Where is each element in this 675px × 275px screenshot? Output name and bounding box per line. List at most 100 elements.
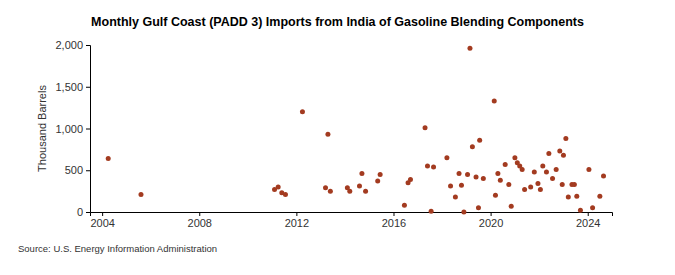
scatter-point xyxy=(429,209,434,214)
y-axis: 0 500 1,000 1,500 2,000 xyxy=(55,39,90,218)
scatter-point xyxy=(554,167,559,172)
scatter-point xyxy=(363,189,368,194)
scatter-point xyxy=(453,194,458,199)
x-tick: 2024 xyxy=(576,212,600,229)
chart-container: 2004 2008 2012 2016 2020 2024 0 500 1,000 1,500 2,… xyxy=(0,0,675,275)
y-tick: 0 xyxy=(77,206,90,218)
x-tick-mark xyxy=(491,212,492,216)
y-tick-mark xyxy=(86,87,90,88)
scatter-point xyxy=(423,125,428,130)
scatter-point xyxy=(540,164,545,169)
y-tick-label: 2,000 xyxy=(55,39,83,51)
plot-area xyxy=(106,46,606,215)
x-axis: 2004 2008 2012 2016 2020 2024 xyxy=(90,212,612,229)
scatter-point xyxy=(560,182,565,187)
source-note: Source: U.S. Energy Information Administ… xyxy=(18,243,217,254)
scatter-point xyxy=(498,178,503,183)
x-tick-mark xyxy=(393,212,394,216)
scatter-point xyxy=(328,189,333,194)
scatter-point xyxy=(557,149,562,154)
scatter-point xyxy=(470,144,475,149)
y-tick-mark xyxy=(86,45,90,46)
scatter-point xyxy=(535,181,540,186)
scatter-point xyxy=(375,179,380,184)
scatter-point xyxy=(138,192,143,197)
y-tick-label: 1,500 xyxy=(55,81,83,93)
scatter-point xyxy=(378,172,383,177)
scatter-point xyxy=(495,171,500,176)
x-axis-line xyxy=(91,213,613,217)
x-tick-label: 2024 xyxy=(576,217,600,229)
scatter-point xyxy=(520,167,525,172)
x-tick-label: 2020 xyxy=(479,217,503,229)
scatter-point xyxy=(506,182,511,187)
scatter-point xyxy=(546,151,551,156)
scatter-point xyxy=(457,171,462,176)
scatter-point xyxy=(509,204,514,209)
scatter-point xyxy=(106,156,111,161)
x-tick-label: 2008 xyxy=(188,217,212,229)
y-tick-mark xyxy=(86,170,90,171)
x-tick-label: 2004 xyxy=(90,217,114,229)
scatter-point xyxy=(550,176,555,181)
scatter-point xyxy=(590,205,595,210)
x-tick: 2020 xyxy=(479,212,503,229)
scatter-point xyxy=(402,203,407,208)
scatter-point xyxy=(574,194,579,199)
scatter-point xyxy=(300,109,305,114)
scatter-point xyxy=(492,98,497,103)
y-tick: 2,000 xyxy=(55,39,90,51)
x-tick-label: 2012 xyxy=(285,217,309,229)
scatter-point xyxy=(586,167,591,172)
y-tick-label: 500 xyxy=(65,164,83,176)
scatter-point xyxy=(561,153,566,158)
x-tick-mark xyxy=(102,212,103,216)
scatter-point xyxy=(476,205,481,210)
scatter-point xyxy=(544,169,549,174)
x-tick-label: 2016 xyxy=(382,217,406,229)
scatter-point xyxy=(493,193,498,198)
scatter-point xyxy=(444,155,449,160)
scatter-point xyxy=(461,210,466,215)
scatter-point xyxy=(431,164,436,169)
y-tick-mark xyxy=(86,212,90,213)
scatter-point xyxy=(408,177,413,182)
scatter-point xyxy=(425,164,430,169)
series xyxy=(106,46,606,215)
scatter-point xyxy=(347,189,352,194)
scatter-point xyxy=(578,208,583,213)
y-tick: 500 xyxy=(65,164,90,176)
scatter-point xyxy=(357,184,362,189)
scatter-point xyxy=(528,184,533,189)
y-axis-title: Thousand Barrels xyxy=(36,85,48,172)
x-tick: 2008 xyxy=(188,212,212,229)
x-tick: 2016 xyxy=(382,212,406,229)
scatter-point xyxy=(522,187,527,192)
scatter-point xyxy=(325,132,330,137)
x-tick-mark xyxy=(199,212,200,216)
x-tick-mark xyxy=(588,212,589,216)
scatter-point xyxy=(448,184,453,189)
scatter-point xyxy=(532,169,537,174)
scatter-point xyxy=(474,174,479,179)
scatter-point xyxy=(538,187,543,192)
scatter-point xyxy=(283,192,288,197)
scatter-point xyxy=(276,184,281,189)
scatter-point xyxy=(601,174,606,179)
scatter-point xyxy=(597,194,602,199)
y-tick: 1,000 xyxy=(55,123,90,135)
x-tick: 2012 xyxy=(285,212,309,229)
scatter-point xyxy=(359,171,364,176)
scatter-point xyxy=(477,138,482,143)
scatter-point xyxy=(563,136,568,141)
scatter-point xyxy=(512,155,517,160)
x-tick-mark xyxy=(296,212,297,216)
y-tick-label: 1,000 xyxy=(55,123,83,135)
y-tick: 1,500 xyxy=(55,81,90,93)
scatter-point xyxy=(572,182,577,187)
y-tick-label: 0 xyxy=(77,206,83,218)
y-axis-line xyxy=(86,46,91,213)
x-tick: 2004 xyxy=(90,212,114,229)
scatter-point xyxy=(503,162,508,167)
y-tick-mark xyxy=(86,129,90,130)
